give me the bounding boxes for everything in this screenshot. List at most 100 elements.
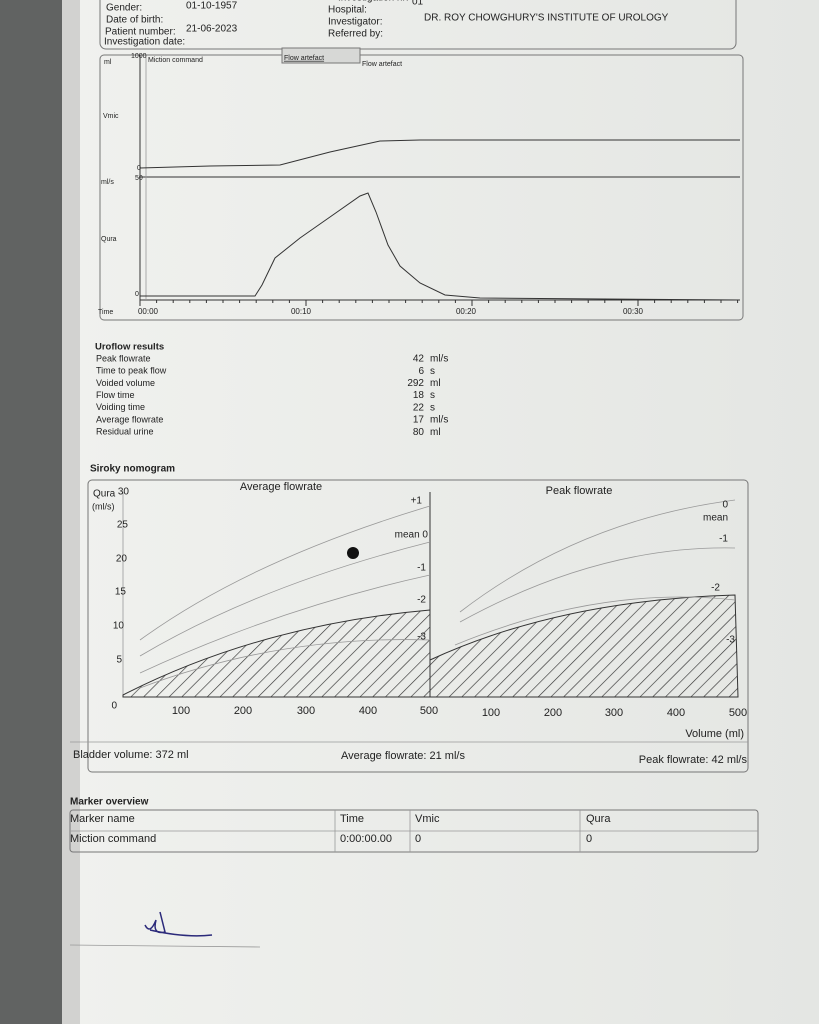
panel-title: Peak flowrate bbox=[546, 485, 613, 497]
axis-title: Time bbox=[98, 309, 113, 316]
result-unit: s bbox=[430, 390, 435, 401]
curve-label: -3 bbox=[417, 632, 426, 643]
section-title: Marker overview bbox=[70, 797, 149, 808]
curve-label: -3 bbox=[726, 635, 735, 646]
label: Referred by: bbox=[328, 29, 383, 40]
nomogram-box bbox=[87, 479, 749, 773]
time-tick-label: 00:30 bbox=[623, 307, 644, 316]
footer-value: Bladder volume: 372 ml bbox=[73, 749, 189, 761]
curve-label: +1 bbox=[411, 496, 423, 507]
x-tick-label: 400 bbox=[359, 705, 377, 717]
y-tick-label: 5 bbox=[116, 655, 122, 666]
result-unit: ml bbox=[430, 427, 441, 438]
texts: Gender:Date of birth: 01-10-1957 Patient n… bbox=[70, 0, 747, 845]
label: Investigation nr: bbox=[338, 0, 409, 4]
y-tick-label: 10 bbox=[113, 621, 125, 632]
result-label: Flow time bbox=[96, 390, 135, 400]
x-tick-label: 200 bbox=[544, 707, 562, 719]
label: Patient number: bbox=[105, 27, 176, 38]
result-value: 42 bbox=[413, 354, 425, 365]
signature bbox=[144, 911, 213, 937]
edge-shadow bbox=[0, 0, 80, 1024]
y-tick-label: 20 bbox=[116, 554, 128, 565]
value: 01-10-1957 bbox=[186, 1, 238, 12]
result-unit: ml bbox=[430, 378, 441, 389]
vmic-curve bbox=[139, 139, 740, 169]
result-value: 6 bbox=[418, 366, 424, 377]
channel-name: Vmic bbox=[103, 113, 119, 120]
x-tick-label: 400 bbox=[667, 707, 685, 719]
result-label: Voiding time bbox=[96, 402, 145, 412]
result-unit: s bbox=[430, 402, 435, 413]
binder-edge bbox=[0, 0, 62, 1024]
result-label: Average flowrate bbox=[96, 414, 163, 424]
footer-value: Peak flowrate: 42 ml/s bbox=[639, 754, 748, 766]
result-value: 17 bbox=[413, 415, 425, 426]
table-cell: 0 bbox=[415, 833, 421, 845]
time-tick-label: 00:20 bbox=[456, 307, 477, 316]
nomogram-curve bbox=[139, 639, 431, 689]
result-label: Time to peak flow bbox=[96, 366, 167, 376]
y-tick-label: 15 bbox=[115, 587, 127, 598]
axis-label: 0 bbox=[135, 291, 139, 298]
x-tick-label: 100 bbox=[482, 707, 500, 719]
time-ticks bbox=[139, 300, 739, 306]
section-title: Uroflow results bbox=[95, 342, 164, 353]
column-header: Vmic bbox=[415, 813, 440, 825]
qura-curve bbox=[140, 192, 741, 301]
axis-label: 0 bbox=[137, 165, 141, 172]
result-value: 80 bbox=[413, 427, 425, 438]
table-cell: Miction command bbox=[70, 833, 156, 845]
signature-line bbox=[69, 944, 261, 948]
curve-label: -1 bbox=[417, 563, 426, 574]
axis-title: Qura bbox=[93, 489, 116, 500]
label: Investigation date: bbox=[104, 37, 185, 48]
unit: ml/s bbox=[101, 179, 114, 186]
marker-label: Miction command bbox=[148, 57, 203, 64]
result-unit: ml/s bbox=[430, 415, 448, 426]
label: Hospital: bbox=[328, 5, 367, 16]
curve-label: mean 0 bbox=[395, 530, 429, 541]
y-tick-label: 25 bbox=[117, 520, 129, 531]
curve-label: 0 bbox=[722, 500, 728, 511]
marker-label: Flow artefact bbox=[284, 55, 324, 62]
value: 21-06-2023 bbox=[186, 24, 238, 35]
label: Investigator: bbox=[328, 17, 382, 28]
y-tick-label: 30 bbox=[118, 487, 130, 498]
result-value: 22 bbox=[413, 402, 425, 413]
nomogram-curve bbox=[454, 596, 736, 646]
column-header: Qura bbox=[586, 813, 611, 825]
y-tick-label: 0 bbox=[111, 701, 117, 712]
x-tick-label: 100 bbox=[172, 705, 190, 717]
label: Gender: bbox=[106, 3, 142, 14]
nomogram-curve bbox=[139, 505, 431, 641]
axis-label: 1000 bbox=[131, 53, 147, 60]
result-label: Peak flowrate bbox=[96, 353, 151, 363]
value: 01 bbox=[412, 0, 424, 8]
result-label: Voided volume bbox=[96, 378, 155, 388]
result-unit: s bbox=[430, 366, 435, 377]
column-header: Time bbox=[340, 813, 364, 825]
footer-value: Average flowrate: 21 ml/s bbox=[341, 750, 465, 762]
time-tick-label: 00:00 bbox=[138, 307, 159, 316]
graph-box bbox=[99, 54, 744, 321]
value: DR. ROY CHOWGHURY'S INSTITUTE OF UROLOGY bbox=[424, 13, 669, 24]
result-value: 292 bbox=[407, 378, 424, 389]
marker-label: Flow artefact bbox=[362, 61, 402, 68]
artefact-marker bbox=[281, 47, 361, 64]
time-tick-label: 00:10 bbox=[291, 307, 312, 316]
result-value: 18 bbox=[413, 390, 425, 401]
table-cell: 0:00:00.00 bbox=[340, 833, 392, 845]
table-cell: 0 bbox=[586, 833, 592, 845]
curve-label: -2 bbox=[711, 583, 720, 594]
hatched-zone bbox=[429, 594, 739, 698]
patient-point bbox=[347, 547, 359, 559]
channel-name: Qura bbox=[101, 236, 117, 243]
result-label: Residual urine bbox=[96, 427, 154, 437]
curve-label: mean bbox=[703, 513, 728, 524]
x-tick-label: 300 bbox=[605, 707, 623, 719]
x-tick-label: 200 bbox=[234, 705, 252, 717]
x-tick-label: 500 bbox=[420, 705, 438, 717]
axis-label: 50 bbox=[135, 175, 143, 182]
